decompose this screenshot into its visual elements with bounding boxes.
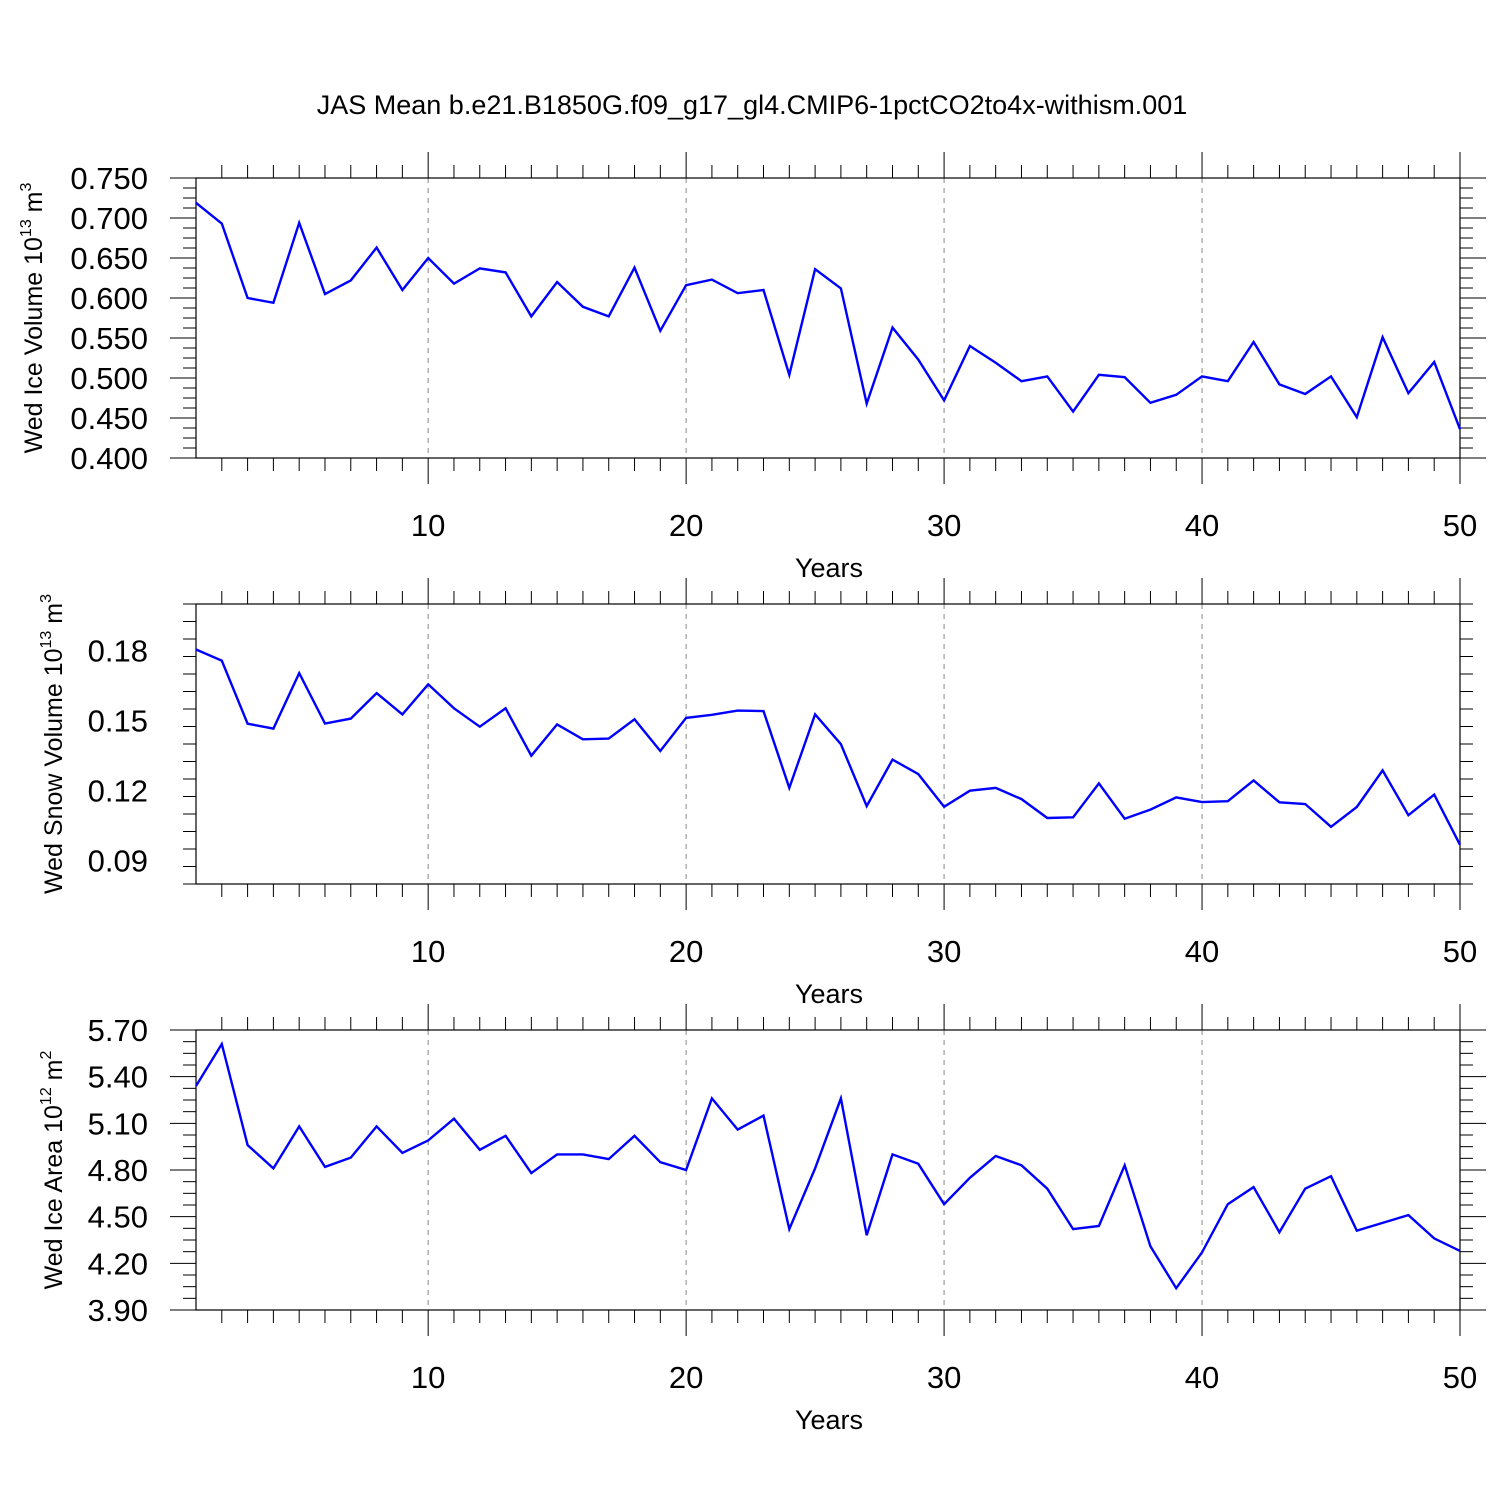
x-tick-label: 40 (1185, 934, 1219, 969)
y-tick-label: 5.70 (88, 1013, 148, 1048)
plot-frame (195, 603, 1461, 885)
series-line (195, 201, 1462, 430)
y-tick-label: 0.18 (88, 634, 148, 669)
x-tick-label: 40 (1185, 1360, 1219, 1395)
x-tick-label: 10 (411, 934, 445, 969)
y-tick-label: 5.10 (88, 1106, 148, 1141)
y-tick-label: 0.09 (88, 844, 148, 879)
y-tick-label: 4.50 (88, 1200, 148, 1235)
x-tick-label: 30 (927, 934, 961, 969)
y-tick-label: 0.15 (88, 704, 148, 739)
y-tick-label: 0.12 (88, 774, 148, 809)
y-tick-label: 5.40 (88, 1060, 148, 1095)
x-tick-label: 50 (1443, 508, 1477, 543)
y-axis-label: Wed Ice Volume 1013 m3 (18, 182, 48, 453)
y-tick-label: 3.90 (88, 1293, 148, 1328)
x-axis-label: Years (795, 979, 863, 1009)
y-axis-label: Wed Snow Volume 1013 m3 (38, 594, 68, 894)
y-tick-label: 4.80 (88, 1153, 148, 1188)
y-tick-label: 0.450 (70, 401, 148, 436)
x-tick-label: 20 (669, 934, 703, 969)
series-line (194, 1040, 1461, 1291)
y-axis-label: Wed Ice Area 1012 m2 (38, 1050, 68, 1289)
x-tick-label: 30 (927, 508, 961, 543)
plot-frame (195, 177, 1461, 459)
x-tick-label: 20 (669, 1360, 703, 1395)
y-tick-label: 0.700 (70, 201, 148, 236)
y-tick-label: 0.500 (70, 361, 148, 396)
y-tick-label: 0.400 (70, 441, 148, 476)
x-tick-label: 30 (927, 1360, 961, 1395)
x-tick-label: 20 (669, 508, 703, 543)
x-tick-label: 40 (1185, 508, 1219, 543)
y-tick-label: 0.550 (70, 321, 148, 356)
y-tick-label: 0.750 (70, 161, 148, 196)
panel-ice-area: 3.90 4.20 4.50 4.80 5.10 5.40 5.70 10 20 30 40 50 Ye… (38, 1004, 1486, 1435)
y-tick-label: 4.20 (88, 1246, 148, 1281)
chart-title: JAS Mean b.e21.B1850G.f09_g17_gl4.CMIP6-… (317, 90, 1188, 120)
x-tick-label: 50 (1443, 934, 1477, 969)
y-tick-label: 0.600 (70, 281, 148, 316)
x-tick-label: 10 (411, 1360, 445, 1395)
series-line (195, 648, 1462, 846)
x-tick-label: 50 (1443, 1360, 1477, 1395)
panel-snow-volume: 0.09 0.12 0.15 0.18 10 20 30 40 50 Years Wed Snow … (38, 578, 1477, 1009)
x-axis-label: Years (795, 553, 863, 583)
y-tick-label: 0.650 (70, 241, 148, 276)
plot-frame (195, 1029, 1461, 1311)
x-tick-label: 10 (411, 508, 445, 543)
x-axis-label: Years (795, 1405, 863, 1435)
panel-ice-volume: 0.400 0.450 0.500 0.550 0.600 0.650 0.700 0.750… (18, 152, 1486, 583)
